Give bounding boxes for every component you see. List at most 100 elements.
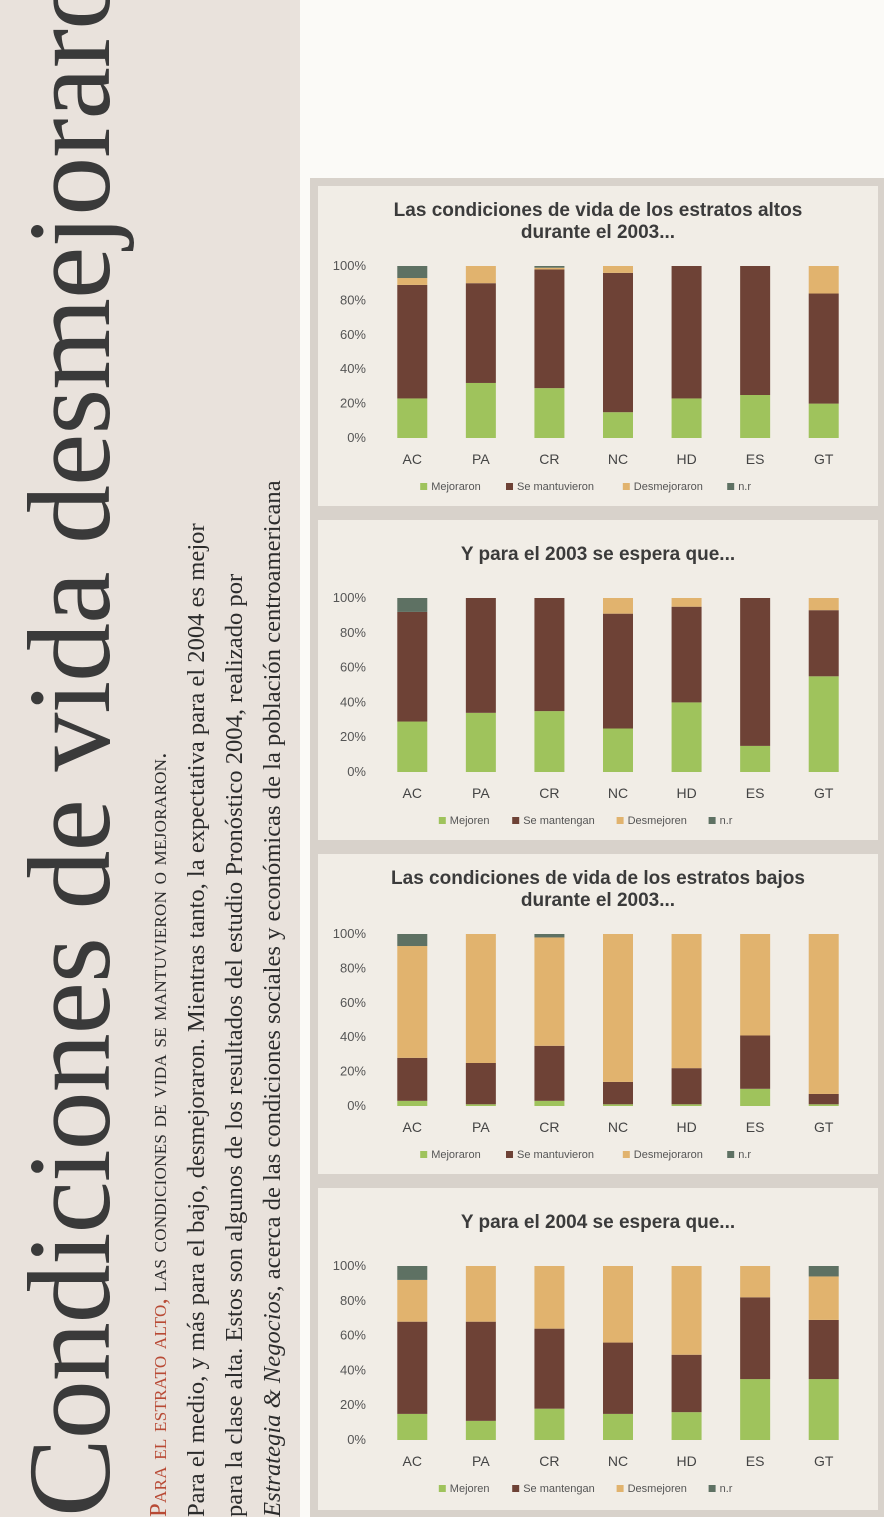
x-category-label: NC [608, 1119, 628, 1135]
bar-segment-nc-green [603, 728, 633, 772]
x-category-label: CR [539, 1119, 559, 1135]
bar-segment-gt-tan [808, 266, 839, 294]
bar-segment-cr-tan [534, 267, 565, 270]
bar-segment-cr-tan [534, 937, 565, 1046]
bar-segment-nc-green [603, 412, 633, 438]
bar-segment-gt-green [808, 1379, 839, 1440]
chart-panel-3: Las condiciones de vida de los estratos … [318, 854, 878, 1174]
headline: Condiciones de vida desmejoraron [4, 0, 135, 1517]
legend-swatch-tan [616, 817, 624, 824]
x-category-label: ES [746, 785, 765, 801]
legend-label: n.r [720, 1483, 733, 1495]
chart-title-line-1: Y para el 2003 se espera que... [461, 544, 735, 565]
x-category-label: AC [403, 451, 422, 467]
bar-segment-hd-brown [671, 266, 702, 399]
legend-label: n.r [720, 815, 733, 827]
y-tick-label: 20% [340, 1397, 366, 1412]
bar-segment-es-green [740, 395, 771, 438]
bar-segment-ac-green [397, 398, 428, 438]
legend-swatch-gray [708, 1485, 716, 1492]
x-category-label: PA [472, 785, 490, 801]
bar-segment-cr-green [534, 1408, 565, 1440]
legend-swatch-green [420, 483, 428, 490]
x-category-label: HD [676, 1453, 696, 1469]
bar-segment-nc-green [603, 1413, 633, 1440]
y-tick-label: 80% [340, 292, 366, 307]
bar-segment-ac-gray [397, 1266, 428, 1280]
legend-label: Mejoraron [431, 481, 481, 493]
legend-label: Se mantengan [523, 1483, 595, 1495]
chart-title-line-2: durante el 2003... [521, 890, 675, 911]
legend-swatch-gray [727, 1151, 735, 1158]
x-category-label: AC [403, 1119, 422, 1135]
legend-swatch-green [438, 817, 446, 824]
chart-title-line-1: Y para el 2004 se espera que... [461, 1212, 735, 1233]
chart-title-line-1: Las condiciones de vida de los estratos … [391, 868, 805, 889]
bar-segment-pa-green [465, 712, 496, 772]
x-category-label: PA [472, 1119, 490, 1135]
bar-segment-ac-green [397, 1100, 428, 1106]
bar-segment-nc-brown [603, 1081, 633, 1105]
bar-segment-es-tan [740, 934, 771, 1036]
legend-swatch-green [438, 1485, 446, 1492]
chart-bajos-2004: Y para el 2004 se espera que... 100% 80% 60… [333, 1212, 839, 1495]
bar-segment-cr-brown [534, 1328, 565, 1409]
bar-segment-cr-green [534, 388, 565, 438]
bar-segment-cr-green [534, 1100, 565, 1106]
legend-label: Desmejoraron [634, 1149, 703, 1161]
x-category-label: ES [746, 1119, 765, 1135]
bar-segment-hd-green [671, 398, 702, 438]
bar-segment-gt-gray [808, 1266, 839, 1277]
x-category-label: PA [472, 1453, 490, 1469]
x-category-label: AC [403, 785, 422, 801]
y-tick-label: 100% [333, 1258, 367, 1273]
legend-swatch-brown [512, 1485, 520, 1492]
legend-swatch-gray [708, 817, 716, 824]
legend-label: Mejoren [450, 1483, 490, 1495]
bar-segment-hd-tan [671, 598, 702, 607]
bar-segment-es-brown [740, 598, 771, 746]
legend-label: Desmejoren [628, 1483, 687, 1495]
bar-segment-pa-green [465, 1420, 496, 1440]
legend-label: Desmejoren [628, 815, 687, 827]
legend-label: Se mantuvieron [517, 481, 594, 493]
bar-segment-gt-green [808, 676, 839, 772]
bar-segment-ac-green [397, 1413, 428, 1440]
y-tick-label: 40% [340, 1029, 366, 1044]
bar-segment-pa-tan [465, 266, 496, 284]
y-tick-label: 60% [340, 327, 366, 342]
bar-segment-gt-brown [808, 1093, 839, 1105]
x-category-label: ES [746, 451, 765, 467]
y-tick-label: 20% [340, 1064, 366, 1079]
lead-line-3: para la clase alta. Estos son algunos de… [221, 573, 248, 1517]
bar-segment-ac-gray [397, 266, 428, 279]
y-tick-label: 60% [340, 660, 366, 675]
bar-segment-gt-tan [808, 1276, 839, 1320]
chart-title-line-1: Las condiciones de vida de los estratos … [394, 200, 803, 221]
legend-label: Desmejoraron [634, 481, 703, 493]
bar-segment-hd-brown [671, 1354, 702, 1413]
bar-segment-cr-gray [534, 934, 565, 938]
legend-swatch-tan [616, 1485, 624, 1492]
rotated-article-text: Condiciones de vida desmejoraron Para el… [0, 0, 300, 1517]
lead-paragraph: Para el estrato alto, las condiciones de… [140, 2, 292, 1517]
bar-segment-nc-brown [603, 272, 633, 413]
bar-segment-pa-green [465, 382, 496, 438]
chart-title-line-2: durante el 2003... [521, 222, 675, 243]
chart-altos-expectativa: Y para el 2003 se espera que... 100% 80% 60… [333, 544, 839, 827]
x-category-label: NC [608, 451, 628, 467]
publication-name: Estrategia & Negocios, [259, 1285, 286, 1517]
lead-line-4-rest: acerca de las condiciones sociales y eco… [259, 480, 286, 1280]
x-category-label: CR [539, 451, 559, 467]
x-category-label: ES [746, 1453, 765, 1469]
legend-label: Mejoren [450, 815, 490, 827]
bar-segment-cr-gray [534, 266, 565, 268]
y-tick-label: 100% [333, 590, 367, 605]
bar-segment-hd-green [671, 1412, 702, 1440]
chart-bajos-2003: Las condiciones de vida de los estratos … [333, 868, 839, 1161]
chart-panel-1: Las condiciones de vida de los estratos … [318, 186, 878, 506]
y-tick-label: 60% [340, 1328, 366, 1343]
bar-segment-pa-tan [465, 1266, 496, 1322]
chart-panel-4: Y para el 2004 se espera que... 100% 80% 60… [318, 1188, 878, 1510]
y-tick-label: 0% [347, 430, 366, 445]
